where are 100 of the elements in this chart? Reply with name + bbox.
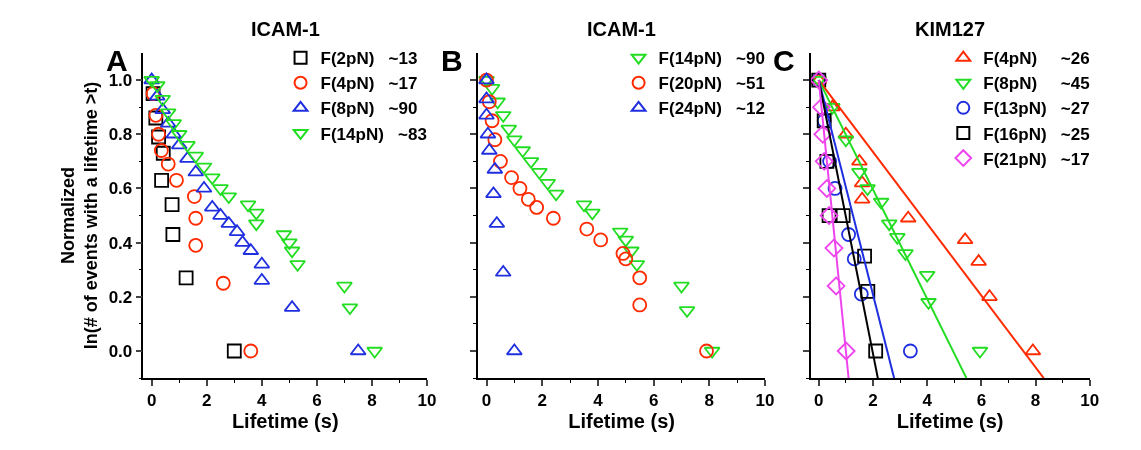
x-tick-label: 4 — [593, 391, 604, 411]
y-tick-label: 0.6 — [108, 179, 133, 199]
x-tick-label: 0 — [481, 391, 492, 411]
y-tick-label: 0.8 — [108, 125, 133, 145]
point — [673, 281, 690, 294]
point — [981, 289, 998, 301]
point — [187, 164, 205, 177]
text: B — [441, 44, 463, 77]
point — [512, 181, 528, 196]
point — [593, 232, 609, 248]
point — [615, 246, 631, 261]
point — [814, 152, 834, 171]
point — [617, 235, 635, 248]
point — [817, 179, 837, 198]
legend-label: F(14pN) ~90 — [658, 49, 765, 69]
point — [853, 175, 871, 188]
point — [531, 168, 548, 180]
point — [187, 151, 205, 164]
point — [493, 153, 508, 169]
point — [487, 132, 503, 148]
point — [902, 343, 918, 359]
point — [868, 343, 884, 359]
point — [872, 197, 890, 210]
point — [165, 227, 181, 242]
point — [366, 346, 384, 359]
point — [853, 191, 871, 204]
legend-label: F(2pN) ~13 — [320, 49, 418, 69]
legend-label: F(8pN) ~45 — [983, 74, 1090, 94]
point — [539, 178, 557, 191]
point — [148, 88, 166, 101]
y-tick-label: 0.0 — [108, 341, 133, 361]
point — [837, 135, 855, 148]
y-axis-title: Normalized ln(# of events with a lifetime >t) — [57, 81, 102, 350]
point — [699, 343, 714, 359]
point — [583, 208, 601, 221]
point — [500, 124, 518, 137]
point — [247, 219, 265, 232]
point — [226, 343, 242, 359]
x-tick-label: 0 — [814, 391, 824, 411]
point — [505, 135, 523, 148]
x-axis-title: Lifetime (s) — [568, 410, 675, 433]
point — [203, 173, 221, 186]
point — [835, 208, 851, 223]
legend-label: F(13pN) ~27 — [983, 99, 1090, 119]
y-tick-label: 0.2 — [108, 287, 133, 307]
point — [841, 227, 856, 242]
point — [179, 140, 196, 153]
x-tick-label: 10 — [1080, 391, 1100, 411]
chart-title: ICAM-1 — [587, 18, 656, 40]
point — [481, 94, 497, 110]
x-tick-label: 2 — [202, 391, 212, 411]
point — [283, 246, 301, 259]
point — [154, 94, 172, 107]
point — [215, 275, 231, 291]
point — [212, 208, 229, 220]
point — [170, 137, 188, 150]
x-tick-label: 10 — [755, 391, 775, 411]
point — [234, 235, 251, 247]
point — [188, 237, 204, 253]
point — [489, 97, 507, 110]
point — [971, 346, 989, 359]
point — [1024, 343, 1042, 356]
point — [154, 172, 170, 188]
point — [920, 298, 937, 310]
point — [178, 270, 194, 286]
point — [195, 162, 213, 175]
x-tick-label: 0 — [146, 391, 157, 411]
chart-title: KIM127 — [915, 18, 986, 40]
point — [239, 200, 257, 213]
point — [812, 97, 831, 117]
x-tick-label: 2 — [868, 391, 878, 411]
legend-label: F(8pN) ~90 — [320, 99, 418, 119]
point — [212, 184, 229, 196]
point — [243, 343, 259, 359]
x-tick-label: 6 — [312, 391, 322, 411]
point — [247, 208, 265, 221]
point — [169, 172, 184, 188]
point — [336, 281, 353, 294]
point — [880, 219, 898, 232]
point — [899, 210, 917, 223]
legend-label: F(24pN) ~12 — [658, 99, 765, 119]
point — [579, 221, 595, 237]
x-axis-title: Lifetime (s) — [896, 410, 1004, 433]
point — [154, 102, 172, 115]
point — [545, 210, 561, 226]
legend-label: F(4pN) ~26 — [983, 49, 1090, 69]
x-tick-label: 4 — [922, 391, 933, 411]
point — [826, 276, 846, 296]
point — [575, 200, 593, 213]
point — [164, 197, 180, 213]
point — [520, 191, 536, 207]
point — [918, 270, 936, 283]
chart-title: ICAM-1 — [251, 18, 320, 40]
x-tick-label: 4 — [257, 391, 268, 411]
point — [253, 256, 271, 269]
legend-label: F(14pN) ~83 — [320, 124, 427, 144]
point — [860, 283, 876, 299]
point — [632, 270, 648, 286]
x-tick-label: 8 — [704, 391, 715, 411]
legend-label: F(21pN) ~17 — [983, 149, 1090, 169]
